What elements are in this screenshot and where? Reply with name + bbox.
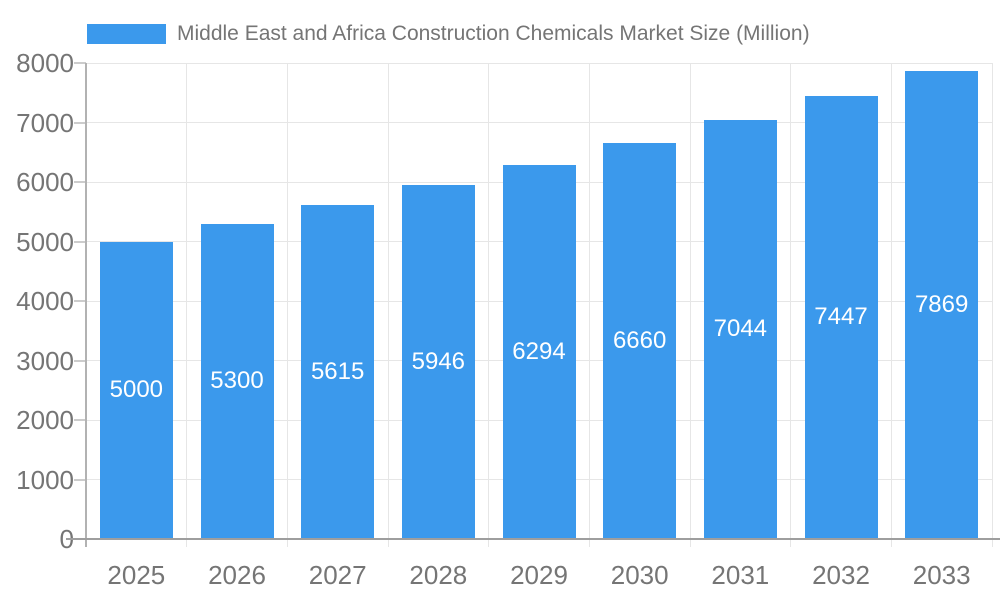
- x-gridline: [991, 63, 993, 547]
- y-tick: [74, 300, 86, 302]
- bar-value-label: 7869: [914, 290, 969, 318]
- legend-item[interactable]: Middle East and Africa Construction Chem…: [87, 20, 810, 48]
- bar[interactable]: 5000: [99, 241, 173, 539]
- y-axis-tick-label: 2000: [16, 405, 74, 435]
- x-axis-tick-label: 2028: [409, 560, 468, 590]
- x-gridline: [286, 63, 288, 547]
- y-axis-tick-label: 4000: [16, 286, 74, 316]
- x-gridline: [186, 63, 188, 547]
- bar[interactable]: 7869: [905, 70, 979, 539]
- bar[interactable]: 7044: [703, 119, 777, 539]
- x-gridline: [689, 63, 691, 547]
- bar-value-label: 7447: [814, 303, 868, 331]
- x-axis-tick-label: 2026: [208, 560, 266, 590]
- bar-value-label: 5300: [210, 367, 264, 395]
- y-tick: [74, 419, 86, 421]
- legend-swatch-icon: [87, 24, 166, 44]
- bar-value-label: 7044: [713, 315, 768, 343]
- x-gridline: [387, 63, 389, 547]
- y-gridline: [86, 122, 992, 123]
- bar-value-label: 5000: [109, 376, 164, 404]
- x-axis-baseline: [66, 538, 1000, 540]
- x-axis-tick-label: 2025: [107, 560, 166, 590]
- x-axis-tick-label: 2031: [711, 560, 770, 590]
- legend-label: Middle East and Africa Construction Chem…: [177, 22, 810, 45]
- y-tick: [74, 478, 86, 481]
- bar[interactable]: 6660: [603, 142, 677, 539]
- bar[interactable]: 5300: [200, 223, 274, 539]
- x-gridline: [890, 63, 892, 547]
- y-tick: [74, 240, 86, 243]
- bar-value-label: 5946: [411, 348, 466, 376]
- y-axis-tick-label: 6000: [16, 167, 74, 197]
- x-gridline: [488, 63, 490, 547]
- y-axis-tick-label: 3000: [16, 345, 74, 376]
- y-tick: [74, 121, 86, 124]
- y-tick: [74, 62, 86, 64]
- y-axis-tick-label: 8000: [16, 48, 74, 78]
- x-axis-tick-label: 2029: [510, 560, 568, 590]
- x-axis-tick-label: 2033: [912, 560, 971, 590]
- bar[interactable]: 6294: [502, 164, 576, 539]
- bar[interactable]: 5615: [301, 204, 375, 539]
- y-tick: [74, 181, 86, 183]
- bar[interactable]: 5946: [401, 185, 475, 539]
- x-axis-tick-label: 2027: [308, 560, 367, 590]
- y-axis-tick-label: 7000: [16, 107, 74, 138]
- bar[interactable]: 7447: [804, 95, 878, 539]
- y-tick: [74, 359, 86, 362]
- x-axis-tick-label: 2032: [812, 560, 870, 590]
- y-axis-tick-label: 5000: [16, 226, 74, 257]
- bar-value-label: 5615: [310, 357, 365, 385]
- y-gridline: [86, 62, 992, 64]
- y-axis-line: [85, 63, 87, 547]
- x-axis-tick-label: 2030: [610, 560, 669, 590]
- x-gridline: [588, 63, 590, 547]
- bar-value-label: 6294: [512, 337, 566, 365]
- x-gridline: [790, 63, 792, 547]
- bar-value-label: 6660: [612, 326, 667, 354]
- y-axis-tick-label: 0: [4, 524, 74, 554]
- y-axis-tick-label: 1000: [16, 464, 74, 495]
